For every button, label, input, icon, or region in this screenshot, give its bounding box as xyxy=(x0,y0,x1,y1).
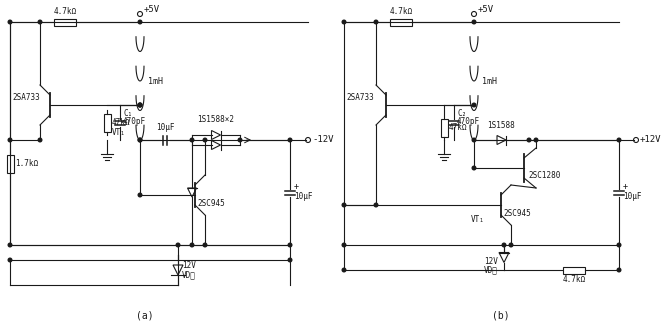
Text: +: + xyxy=(623,182,628,191)
Circle shape xyxy=(8,20,12,24)
Circle shape xyxy=(509,243,513,247)
Circle shape xyxy=(138,103,142,107)
Circle shape xyxy=(8,258,12,262)
Text: (a): (a) xyxy=(136,310,154,320)
Text: VDᴡ: VDᴡ xyxy=(182,271,196,279)
Text: 1S1588×2: 1S1588×2 xyxy=(197,115,235,125)
Circle shape xyxy=(138,138,142,142)
Circle shape xyxy=(472,138,476,142)
Text: 1S1588: 1S1588 xyxy=(488,121,515,131)
Text: 1.7kΩ: 1.7kΩ xyxy=(15,159,38,168)
Circle shape xyxy=(343,268,346,272)
Circle shape xyxy=(617,268,621,272)
Text: +12V: +12V xyxy=(640,135,662,145)
Bar xyxy=(54,18,76,26)
Text: 47kΩ: 47kΩ xyxy=(449,123,468,132)
Circle shape xyxy=(190,138,194,142)
Circle shape xyxy=(502,243,506,247)
Text: -12V: -12V xyxy=(312,135,334,145)
Circle shape xyxy=(38,138,41,142)
Text: 4.7kΩ: 4.7kΩ xyxy=(563,276,585,284)
Bar xyxy=(104,113,110,132)
Bar xyxy=(440,118,448,136)
Text: C₁: C₁ xyxy=(123,109,132,117)
Circle shape xyxy=(288,138,292,142)
Circle shape xyxy=(343,20,346,24)
Circle shape xyxy=(8,138,12,142)
Bar xyxy=(390,18,412,26)
Text: +5V: +5V xyxy=(478,6,494,14)
Circle shape xyxy=(374,20,378,24)
Circle shape xyxy=(472,20,476,24)
Circle shape xyxy=(343,203,346,207)
Circle shape xyxy=(617,243,621,247)
Circle shape xyxy=(138,103,142,107)
Text: 47kΩ: 47kΩ xyxy=(112,118,130,127)
Text: 12V: 12V xyxy=(484,257,498,266)
Circle shape xyxy=(472,103,476,107)
Text: 1mH: 1mH xyxy=(482,76,497,86)
Circle shape xyxy=(138,138,142,142)
Bar xyxy=(563,266,585,274)
Circle shape xyxy=(343,243,346,247)
Circle shape xyxy=(138,193,142,197)
Circle shape xyxy=(38,20,41,24)
Circle shape xyxy=(203,243,207,247)
Bar xyxy=(7,154,13,173)
Text: 470pF: 470pF xyxy=(457,116,480,126)
Text: VT₁: VT₁ xyxy=(112,128,126,137)
Text: 10μF: 10μF xyxy=(294,192,312,201)
Text: 10μF: 10μF xyxy=(156,122,174,132)
Text: 4.7kΩ: 4.7kΩ xyxy=(54,8,76,16)
Text: C₂: C₂ xyxy=(457,109,466,117)
Circle shape xyxy=(203,138,207,142)
Text: 12V: 12V xyxy=(182,261,196,271)
Circle shape xyxy=(527,138,531,142)
Text: 2SC945: 2SC945 xyxy=(503,209,531,217)
Circle shape xyxy=(374,203,378,207)
Circle shape xyxy=(535,138,538,142)
Text: 470pF: 470pF xyxy=(123,116,146,126)
Text: 2SC945: 2SC945 xyxy=(197,198,225,208)
Text: +5V: +5V xyxy=(144,6,160,14)
Circle shape xyxy=(138,20,142,24)
Text: 10μF: 10μF xyxy=(623,192,642,201)
Circle shape xyxy=(288,258,292,262)
Circle shape xyxy=(238,138,242,142)
Text: VT₁: VT₁ xyxy=(471,215,485,223)
Circle shape xyxy=(138,103,142,107)
Circle shape xyxy=(176,243,180,247)
Text: 1mH: 1mH xyxy=(148,76,163,86)
Text: (b): (b) xyxy=(492,310,510,320)
Circle shape xyxy=(288,243,292,247)
Text: 2SA733: 2SA733 xyxy=(346,92,374,101)
Circle shape xyxy=(8,243,12,247)
Text: 4.7kΩ: 4.7kΩ xyxy=(389,8,413,16)
Circle shape xyxy=(472,166,476,170)
Text: 2SA733: 2SA733 xyxy=(12,92,39,101)
Circle shape xyxy=(190,243,194,247)
Text: +: + xyxy=(294,182,299,191)
Text: 2SC1280: 2SC1280 xyxy=(528,172,561,180)
Circle shape xyxy=(617,138,621,142)
Text: VDᴡ: VDᴡ xyxy=(484,265,498,275)
